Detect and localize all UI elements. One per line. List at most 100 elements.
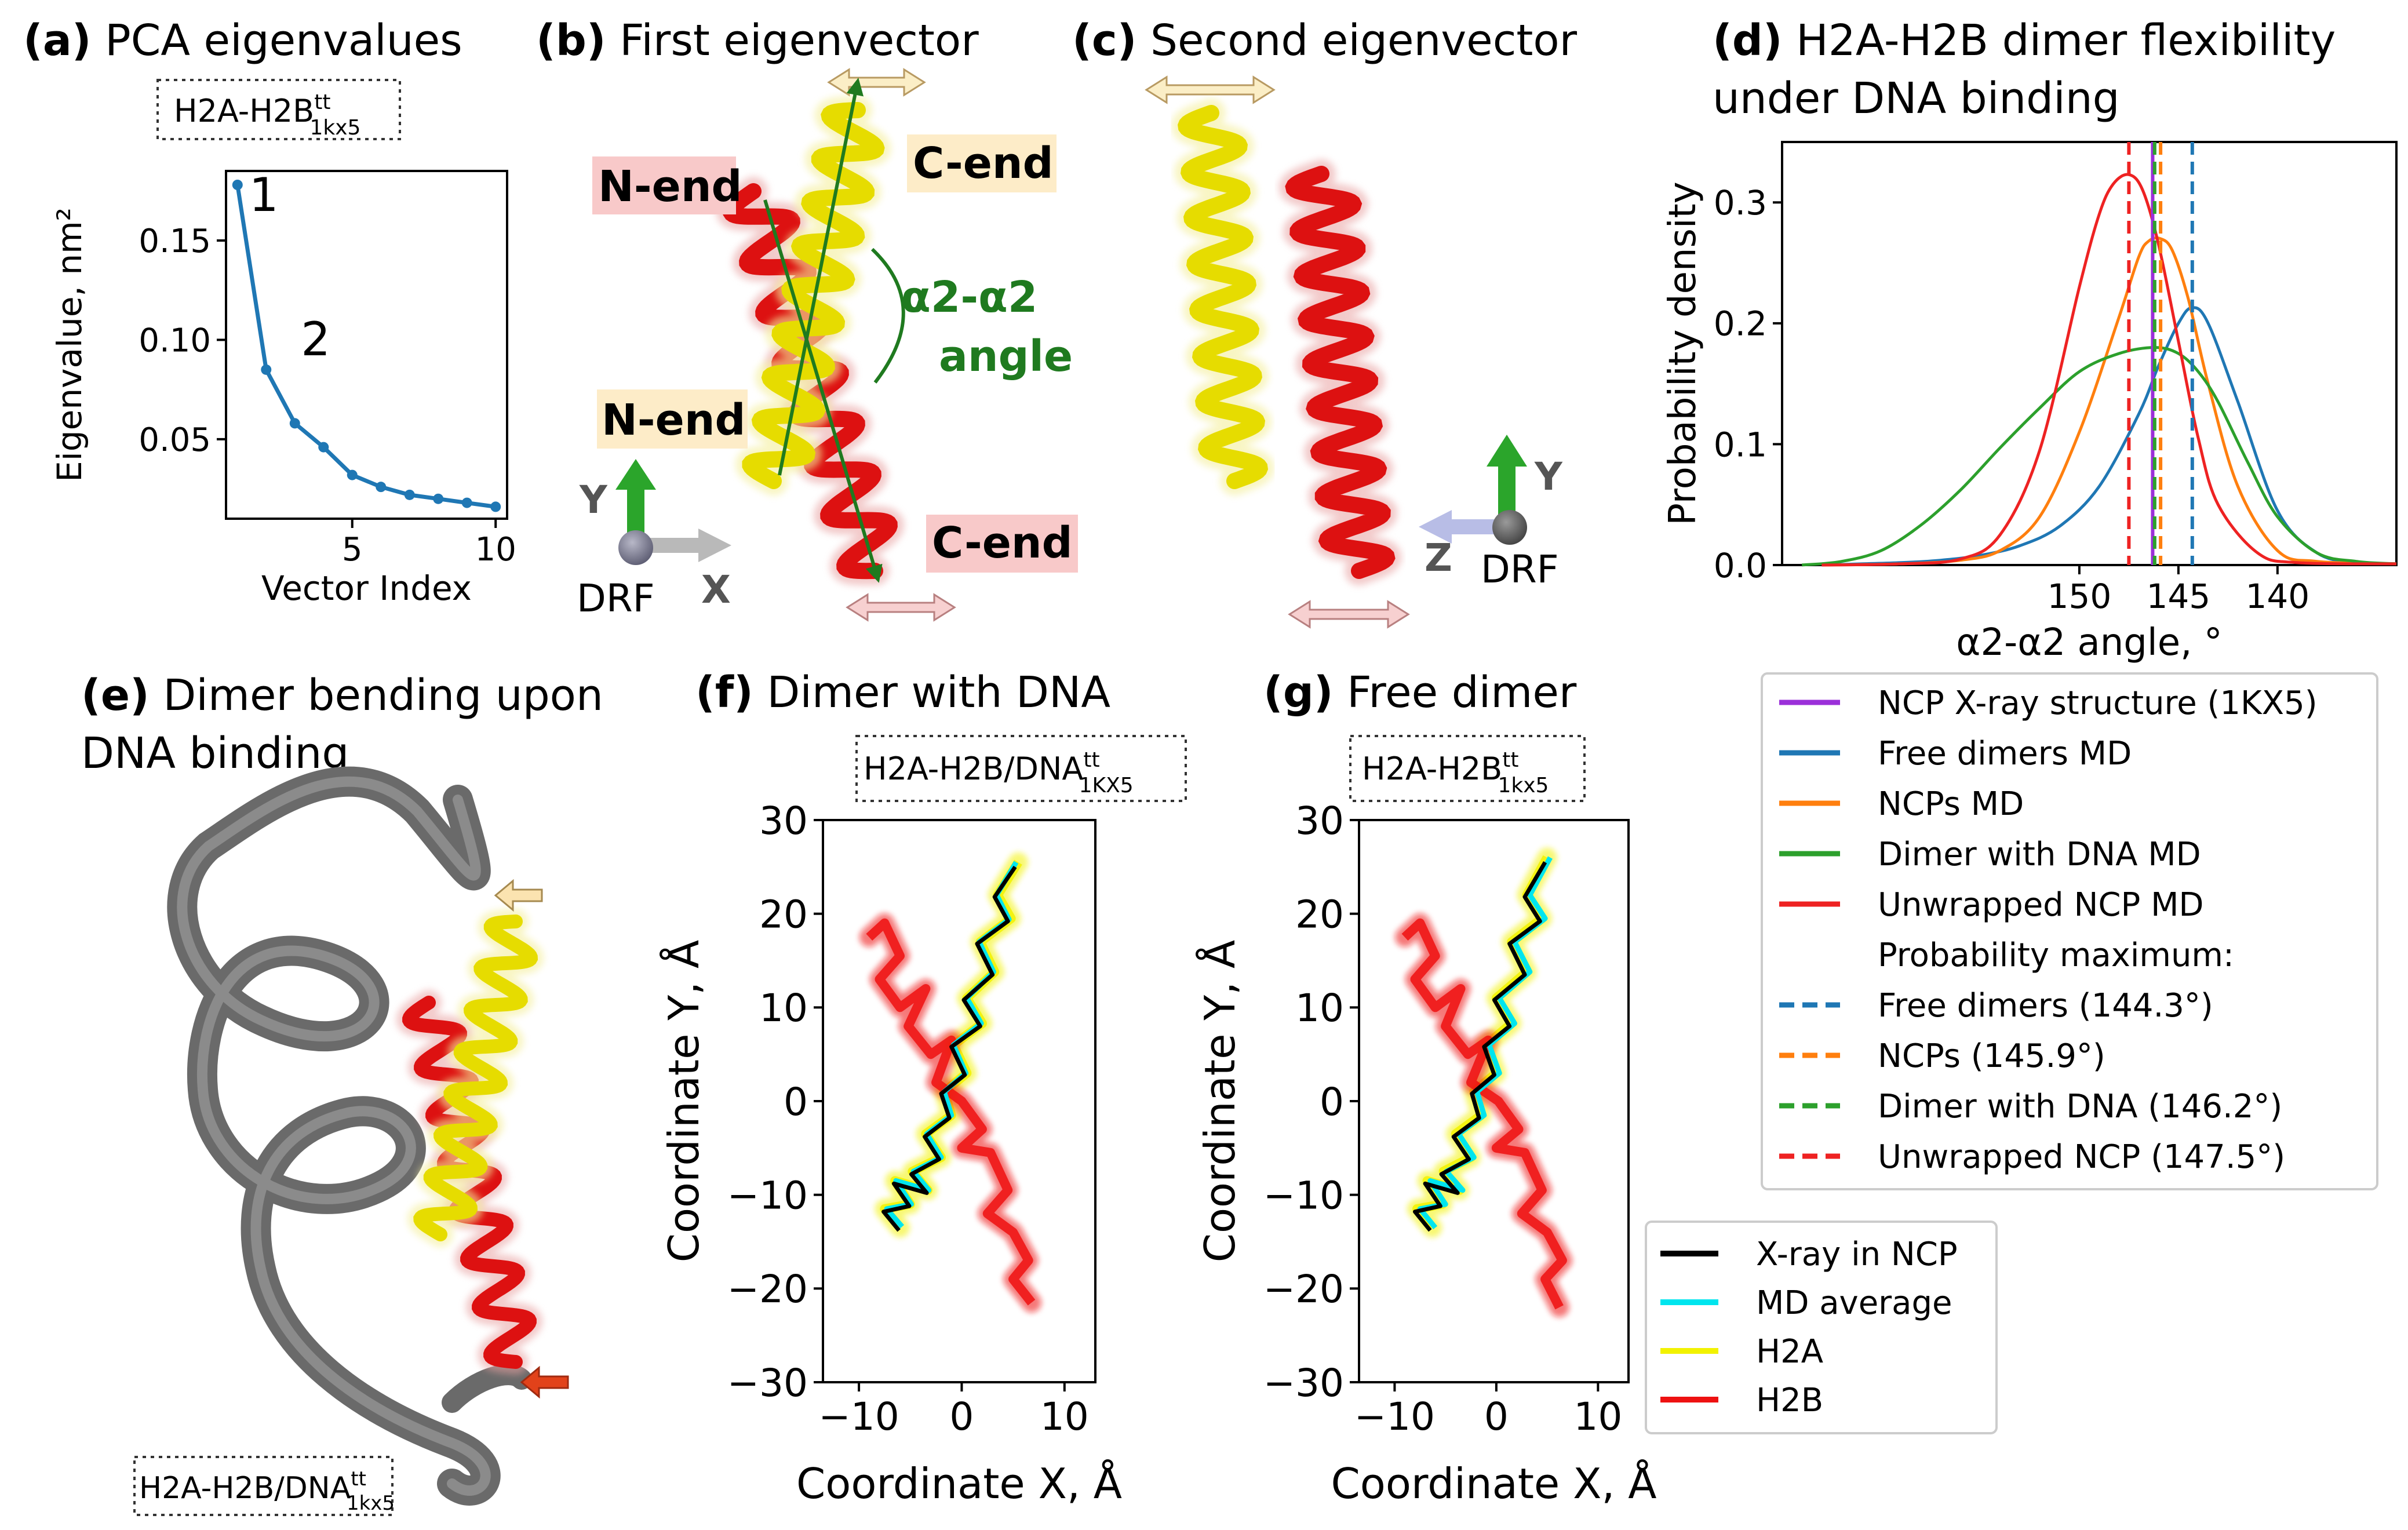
panel-b-title: (b) First eigenvector [536, 16, 979, 65]
legend-d-item: Unwrapped NCP (147.5°) [1878, 1138, 2285, 1176]
legend-fg-item: H2B [1756, 1382, 1823, 1419]
y-tick-label: 0.0 [1714, 546, 1767, 585]
legend-d-item: Free dimers (144.3°) [1878, 987, 2213, 1025]
panel-f-structure-box [855, 735, 1187, 802]
vector-arrow-yellow [778, 78, 864, 476]
legend-d-frame [1761, 672, 2378, 1190]
y-tick-label: 10 [1295, 986, 1344, 1030]
panel-d-title-line2: under DNA binding [1713, 74, 2120, 123]
x-axis-label: Coordinate X, Å [796, 1459, 1122, 1508]
legend-d-item: Dimer with DNA MD [1878, 836, 2201, 873]
x-tick-label: 5 [342, 531, 363, 569]
x-tick-label: 10 [1573, 1394, 1622, 1439]
x-tick-label: 10 [1040, 1394, 1089, 1439]
y-tick-label: 20 [1295, 892, 1344, 937]
x-tick-label: 140 [2245, 577, 2309, 616]
helix-c-red [1278, 159, 1402, 585]
y-axis-label: Eigenvalue, nm² [50, 207, 89, 482]
legend-d-item: Free dimers MD [1878, 735, 2132, 773]
y-tick-label: 0 [1320, 1080, 1344, 1124]
panel-e: (e) Dimer bending upon DNA binding H2A-H… [81, 671, 603, 1516]
legend-fg-item: X-ray in NCP [1756, 1236, 1958, 1273]
eigenvalue-point [347, 469, 358, 480]
eigenvalue-point [232, 180, 243, 190]
x-axis-label: Coordinate X, Å [1331, 1459, 1657, 1508]
motion-arrow-c-top-icon [1145, 75, 1276, 104]
pointer-arrow-red-icon [520, 1365, 569, 1399]
x-tick-label: 0 [1484, 1394, 1509, 1439]
y-tick-label: −10 [727, 1173, 808, 1218]
coord-xray [1413, 861, 1547, 1232]
point-label: 2 [301, 312, 330, 366]
y-tick-label: 30 [759, 799, 808, 843]
x-axis-label: α2-α2 angle, ° [1956, 621, 2223, 664]
eigenvalue-point [289, 418, 300, 429]
coord-series-1 [866, 918, 1036, 1306]
legend-d-item: Dimer with DNA (146.2°) [1878, 1088, 2282, 1125]
axis-y-label-c: Y [1534, 454, 1563, 499]
panel-e-structure-box [133, 1456, 394, 1516]
y-tick-label: 30 [1295, 799, 1344, 843]
y-tick-label: −10 [1263, 1173, 1344, 1218]
panel-a: (a) PCA eigenvalues H2A-H2Btt 1kx5 5 10 0.0… [23, 16, 516, 608]
eigenvalue-line [235, 184, 496, 509]
chart-a-eigenvalues: 5 10 0.05 0.10 0.15 Vector Index Eigenvalue, n… [50, 168, 516, 608]
panel-c-title: (c) Second eigenvector [1072, 16, 1578, 65]
y-tick-label: 0 [784, 1080, 808, 1124]
y-tick-label: 0.2 [1714, 304, 1767, 344]
y-tick-label: −30 [727, 1361, 808, 1405]
x-tick-label: 0 [949, 1394, 974, 1439]
y-axis-label: Probability density [1662, 181, 1704, 525]
motion-arrow-c-bottom-icon [1288, 600, 1410, 629]
helix-h2b-red [716, 177, 904, 586]
y-tick-label: 0.3 [1714, 183, 1767, 223]
density-curve-1 [1822, 236, 2397, 567]
helix-h2a-yellow [735, 96, 892, 496]
legend-d-item: NCP X-ray structure (1KX5) [1878, 684, 2318, 722]
origin-sphere-icon [618, 530, 653, 565]
y-axis-label: Coordinate Y, Å [660, 940, 708, 1263]
x-tick-label: 150 [2048, 577, 2112, 616]
panel-f-title: (f) Dimer with DNA [695, 668, 1110, 717]
eigenvalue-point [376, 482, 387, 493]
helix-c-yellow [1171, 99, 1275, 496]
x-axis-label: Vector Index [261, 569, 472, 608]
dna-ribbon [167, 766, 532, 1506]
y-tick-label: 0.1 [1714, 425, 1767, 464]
panel-b: (b) First eigenvector N-end C-end N-end … [536, 16, 1078, 622]
panel-a-structure-box [156, 79, 401, 140]
c-end-bottom-label: C-end [932, 518, 1073, 568]
legend-fg-item: H2A [1756, 1333, 1823, 1371]
angle-label-line2: angle [939, 332, 1073, 381]
motion-arrow-bottom-icon [846, 593, 956, 622]
legend-d-item: NCPs (145.9°) [1878, 1037, 2105, 1075]
motion-arrow-top-icon [827, 68, 926, 97]
panel-f-structure-label: H2A-H2B/DNAtt 1KX5 [864, 748, 1134, 797]
y-axis-label: Coordinate Y, Å [1196, 940, 1244, 1263]
legend-d-item: NCPs MD [1878, 785, 2024, 823]
c-end-top-label: C-end [913, 139, 1054, 188]
y-tick-label: 20 [759, 892, 808, 937]
y-tick-label: 0.10 [139, 322, 211, 360]
x-tick-label: −10 [818, 1394, 899, 1439]
chart-d-density: 150 145 140 0.0 0.1 0.2 0.3 α2-α2 angle, ° Proba… [1662, 141, 2398, 664]
eigenvalue-point [318, 442, 329, 453]
panel-f: (f) Dimer with DNA H2A-H2B/DNAtt 1KX5 −10… [660, 668, 1187, 1508]
plot-frame [1781, 141, 2398, 566]
chart-f-coordinates: −10 0 10 −30 −20 −10 0 10 20 30 Coordinate X, Å Coo… [660, 799, 1122, 1508]
c-end-top-bg [907, 134, 1057, 192]
plot-frame [225, 170, 508, 520]
legend-fg-frame [1645, 1221, 1998, 1434]
pointer-arrow-yellow-icon [494, 879, 543, 912]
y-tick-label: −20 [727, 1267, 808, 1312]
axis-y-label-b: Y [579, 478, 608, 522]
n-end-top-label: N-end [598, 162, 742, 212]
panel-e-structure-label: H2A-H2B/DNAtt 1kx5 [139, 1467, 395, 1515]
n-end-top-bg [592, 156, 736, 214]
y-tick-label: 10 [759, 986, 808, 1030]
y-tick-label: −20 [1263, 1267, 1344, 1312]
eigenvalue-point [490, 501, 501, 512]
angle-arc [870, 247, 905, 384]
panel-g-title: (g) Free dimer [1263, 668, 1577, 717]
drf-axes-c: Y Z DRF [1419, 435, 1563, 592]
